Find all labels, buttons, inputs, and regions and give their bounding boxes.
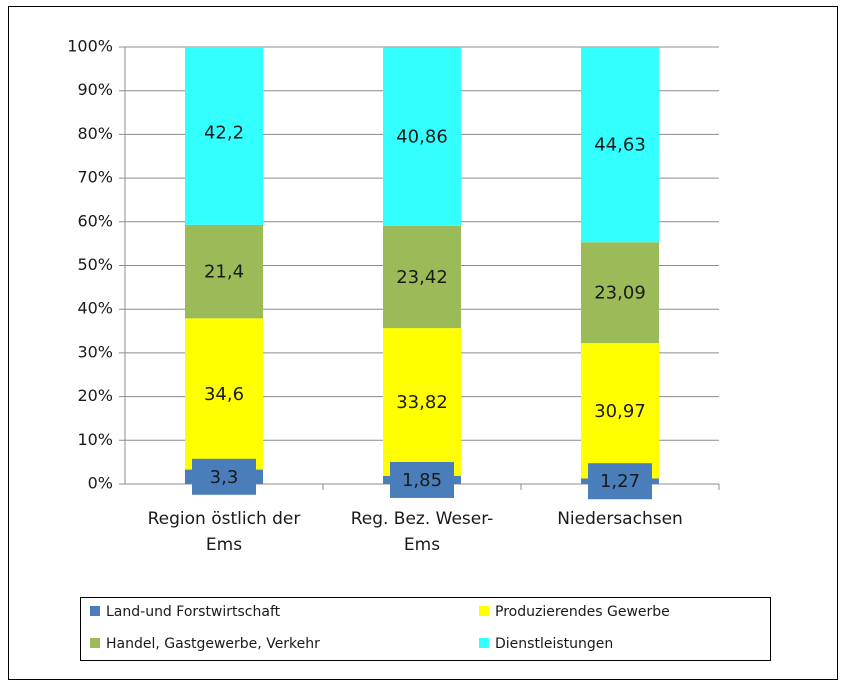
x-tick-label: Region östlich der Ems xyxy=(147,509,301,555)
y-tick-label: 60% xyxy=(77,211,113,230)
value-label: 33,82 xyxy=(396,392,448,413)
y-tick-label: 40% xyxy=(77,299,113,318)
y-tick-label: 70% xyxy=(77,168,113,187)
value-label: 21,4 xyxy=(204,262,244,283)
legend-marker xyxy=(90,638,100,648)
value-label: 23,42 xyxy=(396,267,448,288)
value-label: 3,3 xyxy=(210,467,239,488)
value-label: 44,63 xyxy=(594,135,646,156)
x-tick-label: Reg. Bez. Weser-Ems xyxy=(350,509,494,555)
legend-marker xyxy=(90,606,100,616)
bar-segment xyxy=(581,47,659,243)
bar-segment xyxy=(383,47,461,226)
y-tick-label: 50% xyxy=(77,255,113,274)
legend-box xyxy=(80,597,771,661)
legend-label: Land-und Forstwirtschaft xyxy=(106,604,281,620)
value-label: 23,09 xyxy=(594,283,646,304)
y-tick-label: 20% xyxy=(77,386,113,405)
bar-segment xyxy=(581,343,659,479)
value-label: 34,6 xyxy=(204,384,244,405)
bar-segment xyxy=(581,242,659,344)
bar-segment xyxy=(383,225,461,329)
legend-label: Handel, Gastgewerbe, Verkehr xyxy=(106,636,320,652)
value-label: 30,97 xyxy=(594,401,646,422)
value-label: 1,85 xyxy=(402,470,442,491)
legend-label: Dienstleistungen xyxy=(495,636,613,652)
value-label: 1,27 xyxy=(600,471,640,492)
y-tick-label: 10% xyxy=(77,430,113,449)
value-label: 40,86 xyxy=(396,126,448,147)
bar-segment xyxy=(383,328,461,476)
value-label-box xyxy=(588,463,652,500)
legend-label: Produzierendes Gewerbe xyxy=(495,604,670,620)
bar-segment xyxy=(185,224,263,319)
y-tick-label: 30% xyxy=(77,342,113,361)
legend-marker xyxy=(479,606,489,616)
value-label-box xyxy=(192,458,256,495)
y-tick-label: 100% xyxy=(67,37,113,56)
y-tick-label: 80% xyxy=(77,124,113,143)
bar-segment xyxy=(185,47,263,225)
y-tick-label: 0% xyxy=(88,474,113,493)
bar-segment xyxy=(185,318,263,470)
value-label-box xyxy=(390,461,454,498)
x-tick-label: Niedersachsen xyxy=(557,509,683,529)
legend-marker xyxy=(479,638,489,648)
y-tick-label: 90% xyxy=(77,80,113,99)
value-label: 42,2 xyxy=(204,123,244,144)
